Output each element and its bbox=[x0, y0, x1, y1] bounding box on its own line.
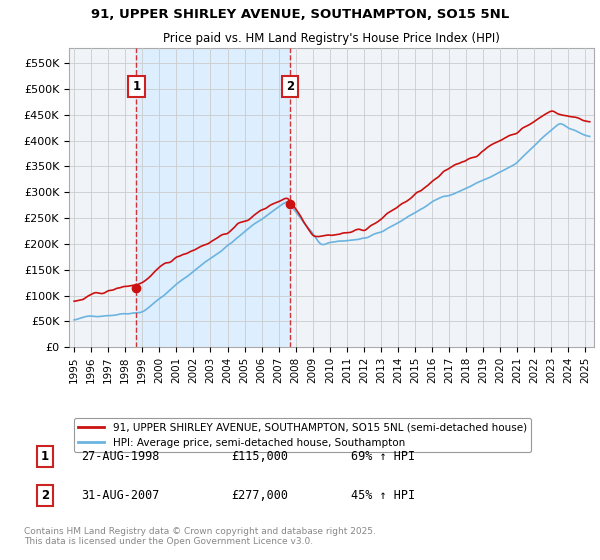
Text: 69% ↑ HPI: 69% ↑ HPI bbox=[351, 450, 415, 463]
Text: 2: 2 bbox=[286, 80, 294, 93]
Title: Price paid vs. HM Land Registry's House Price Index (HPI): Price paid vs. HM Land Registry's House … bbox=[163, 32, 500, 45]
Text: 91, UPPER SHIRLEY AVENUE, SOUTHAMPTON, SO15 5NL: 91, UPPER SHIRLEY AVENUE, SOUTHAMPTON, S… bbox=[91, 8, 509, 21]
Text: 31-AUG-2007: 31-AUG-2007 bbox=[81, 489, 160, 502]
Text: 27-AUG-1998: 27-AUG-1998 bbox=[81, 450, 160, 463]
Text: 1: 1 bbox=[41, 450, 49, 463]
Text: £277,000: £277,000 bbox=[231, 489, 288, 502]
Text: £115,000: £115,000 bbox=[231, 450, 288, 463]
Text: 2: 2 bbox=[41, 489, 49, 502]
Text: 45% ↑ HPI: 45% ↑ HPI bbox=[351, 489, 415, 502]
Bar bbox=[136, 48, 290, 347]
Text: 1: 1 bbox=[132, 80, 140, 93]
Text: Contains HM Land Registry data © Crown copyright and database right 2025.
This d: Contains HM Land Registry data © Crown c… bbox=[24, 526, 376, 546]
Legend: 91, UPPER SHIRLEY AVENUE, SOUTHAMPTON, SO15 5NL (semi-detached house), HPI: Aver: 91, UPPER SHIRLEY AVENUE, SOUTHAMPTON, S… bbox=[74, 418, 531, 452]
